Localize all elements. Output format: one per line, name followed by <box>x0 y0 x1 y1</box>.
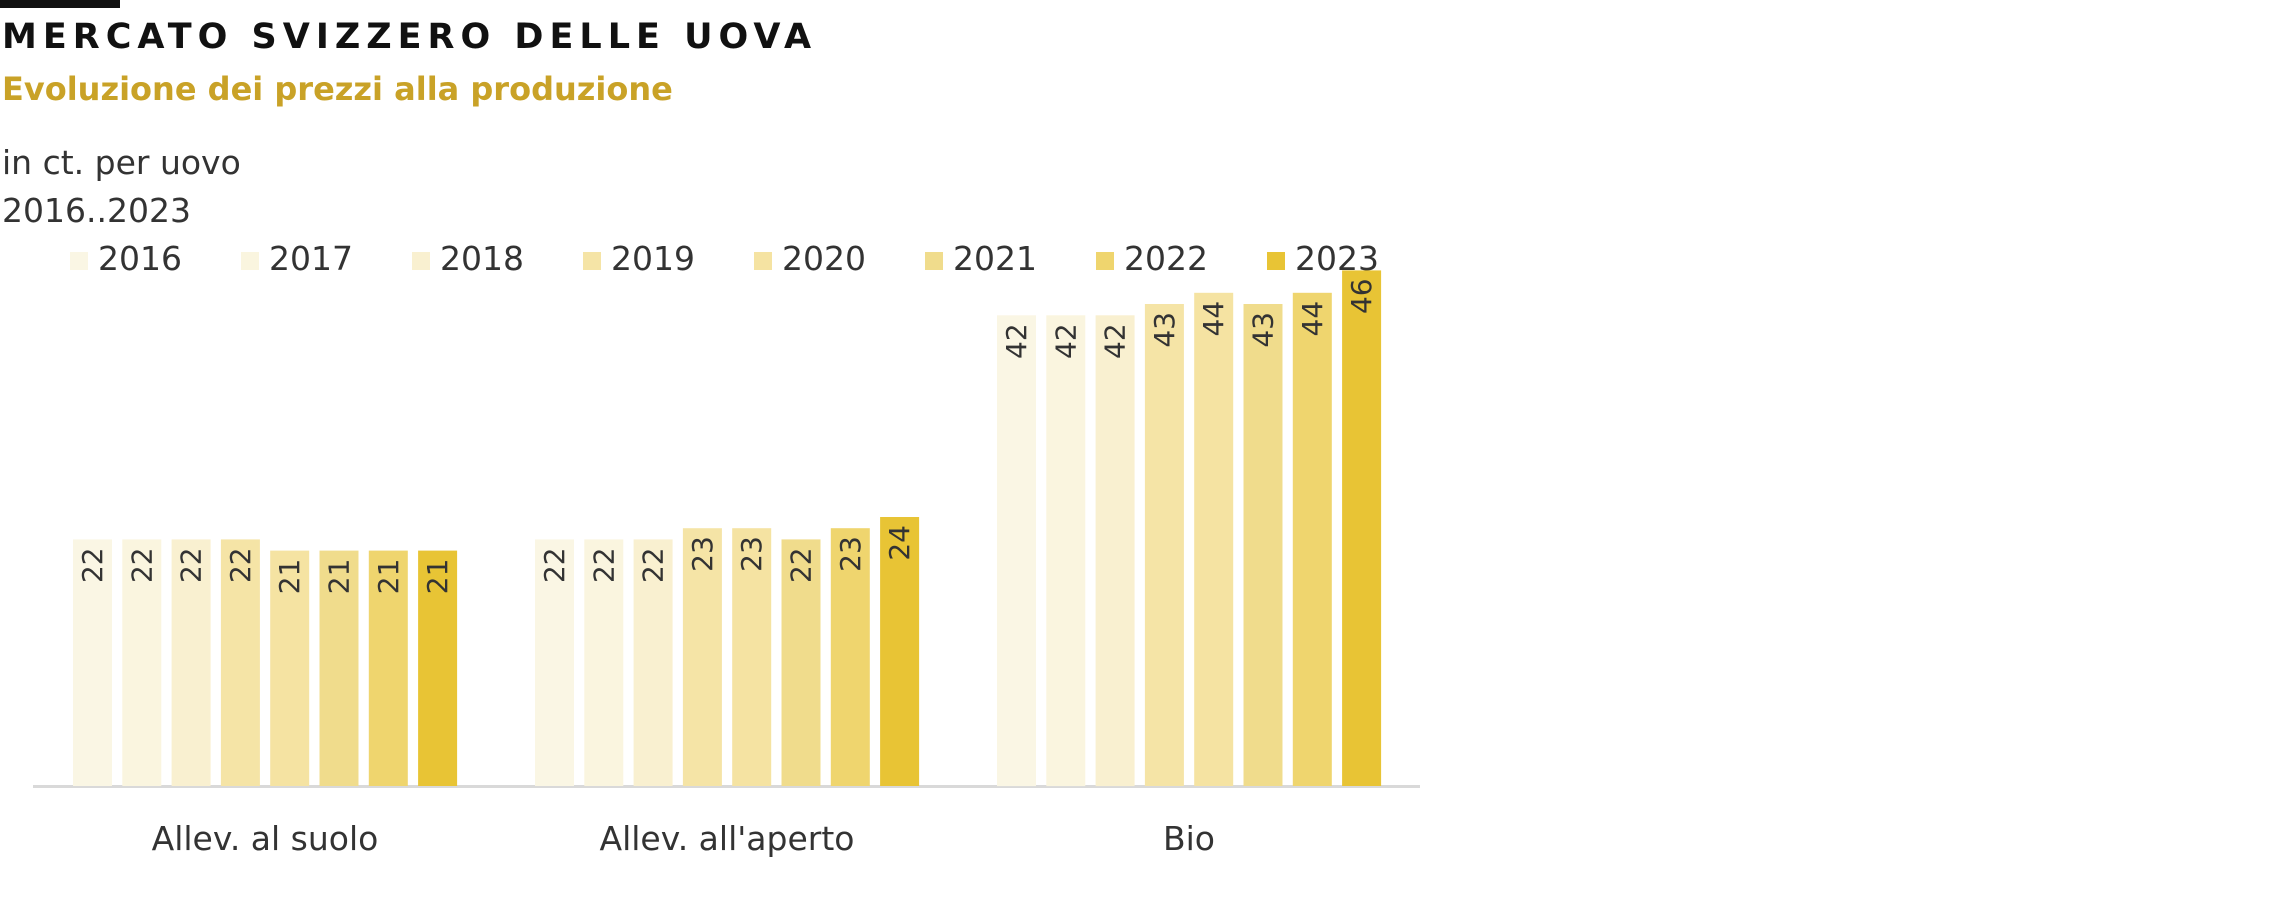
chart-title: MERCATO SVIZZERO DELLE UOVA <box>2 17 818 57</box>
legend-swatch-2019 <box>583 252 601 270</box>
bar-value-label: 24 <box>883 525 916 561</box>
legend-label-2022: 2022 <box>1124 239 1208 278</box>
bar-value-label: 42 <box>1049 323 1082 359</box>
legend-swatch-2022 <box>1096 252 1114 270</box>
bar-1-2016 <box>73 539 112 786</box>
bar-value-label: 22 <box>587 547 620 583</box>
legend-swatch-2021 <box>925 252 943 270</box>
bar-1-2023 <box>418 550 458 786</box>
legend-swatch-2020 <box>754 252 772 270</box>
bar-1-2018 <box>171 539 211 786</box>
bar-2-2017 <box>584 539 624 786</box>
bar-1-2022 <box>368 550 408 786</box>
bar-3-2018 <box>1095 315 1135 787</box>
bar-value-label: 22 <box>175 547 208 583</box>
bar-3-2017 <box>1046 315 1086 787</box>
bar-value-label: 44 <box>1296 301 1329 337</box>
bar-value-label: 42 <box>1099 323 1132 359</box>
bar-3-2023 <box>1342 270 1382 786</box>
bar-value-label: 22 <box>785 547 818 583</box>
bar-1-2021 <box>319 550 359 786</box>
legend-label-2018: 2018 <box>440 239 524 278</box>
legend-label-2021: 2021 <box>953 239 1037 278</box>
bar-value-label: 44 <box>1197 301 1230 337</box>
bar-value-label: 21 <box>421 559 454 595</box>
bar-1-2017 <box>122 539 162 786</box>
period-label: 2016..2023 <box>2 191 191 230</box>
bar-3-2020 <box>1194 292 1234 786</box>
bar-value-label: 22 <box>76 547 109 583</box>
bar-2-2019 <box>682 528 722 786</box>
legend-label-2020: 2020 <box>782 239 866 278</box>
bar-2-2021 <box>781 539 821 786</box>
bar-3-2022 <box>1292 292 1332 786</box>
bar-value-label: 21 <box>273 559 306 595</box>
bar-2-2023 <box>880 517 920 786</box>
bar-1-2019 <box>220 539 260 786</box>
bar-3-2016 <box>997 315 1036 787</box>
bar-2-2016 <box>535 539 574 786</box>
legend-label-2016: 2016 <box>98 239 182 278</box>
category-label: Allev. al suolo <box>152 819 379 858</box>
bar-value-label: 22 <box>125 547 158 583</box>
bar-value-label: 43 <box>1148 312 1181 348</box>
legend-swatch-2017 <box>241 252 259 270</box>
bar-value-label: 21 <box>323 559 356 595</box>
title-accent-bar <box>0 0 120 8</box>
bar-value-label: 23 <box>735 536 768 572</box>
category-label: Allev. all'aperto <box>600 819 855 858</box>
bar-value-label: 22 <box>224 547 257 583</box>
bar-3-2021 <box>1243 304 1283 786</box>
bar-value-label: 23 <box>686 536 719 572</box>
legend-label-2019: 2019 <box>611 239 695 278</box>
chart-subtitle: Evoluzione dei prezzi alla produzione <box>2 70 673 108</box>
category-label: Bio <box>1163 819 1215 858</box>
bar-value-label: 43 <box>1247 312 1280 348</box>
bar-value-label: 22 <box>637 547 670 583</box>
bar-value-label: 42 <box>1000 323 1033 359</box>
bar-2-2020 <box>732 528 772 786</box>
bar-3-2019 <box>1144 304 1184 786</box>
bar-2-2018 <box>633 539 673 786</box>
bar-value-label: 46 <box>1345 278 1378 314</box>
unit-label: in ct. per uovo <box>2 143 241 182</box>
legend-swatch-2018 <box>412 252 430 270</box>
bar-value-label: 23 <box>834 536 867 572</box>
legend-swatch-2023 <box>1267 252 1285 270</box>
bar-value-label: 22 <box>538 547 571 583</box>
bar-value-label: 21 <box>372 559 405 595</box>
legend-swatch-2016 <box>70 252 88 270</box>
bar-2-2022 <box>830 528 870 786</box>
bar-1-2020 <box>270 550 310 786</box>
legend-label-2017: 2017 <box>269 239 353 278</box>
